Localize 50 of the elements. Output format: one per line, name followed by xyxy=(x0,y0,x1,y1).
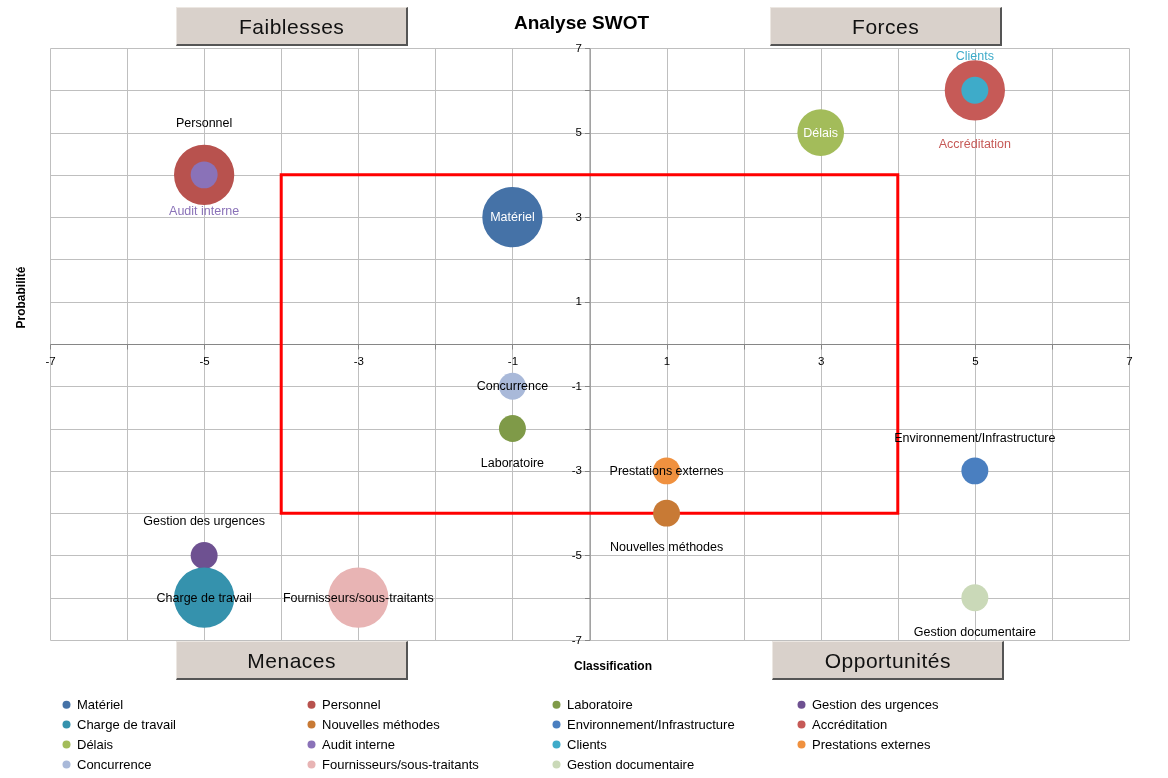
legend-label: Audit interne xyxy=(322,736,395,752)
text: Laboratoire xyxy=(480,455,545,470)
text: Nouvelles méthodes xyxy=(609,540,724,555)
x-axis-title: Classification xyxy=(573,658,653,673)
x-tick-label: -7 xyxy=(45,354,56,367)
legend-label: Environnement/Infrastructure xyxy=(567,716,735,732)
text: Opportunités xyxy=(824,648,951,673)
legend-label: Clients xyxy=(567,736,608,752)
text: Gestion des urgences xyxy=(143,514,265,529)
y-tick-label: -3 xyxy=(571,464,582,477)
text: Délais xyxy=(803,125,839,140)
text: Matériel xyxy=(490,210,535,225)
y-tick-label: 3 xyxy=(575,210,582,223)
y-axis-title: Probabilité xyxy=(13,266,28,329)
x-tick-label: 1 xyxy=(663,354,671,367)
legend-label: Concurrence xyxy=(77,756,152,772)
legend-label: Fournisseurs/sous-traitants xyxy=(322,756,480,772)
x-tick-label: -3 xyxy=(353,354,364,367)
y-tick-label: -7 xyxy=(571,633,582,646)
legend-label: Matériel xyxy=(77,696,124,712)
legend-label: Gestion des urgences xyxy=(812,696,939,712)
chart-title: Analyse SWOT xyxy=(513,12,650,33)
x-tick-label: -5 xyxy=(199,354,210,367)
text: Fournisseurs/sous-traitants xyxy=(282,590,434,605)
legend-label: Gestion documentaire xyxy=(567,756,695,772)
y-tick-label: 5 xyxy=(575,126,582,139)
x-tick-label: 5 xyxy=(972,354,979,367)
text: Faiblesses xyxy=(238,14,345,39)
text: Concurrence xyxy=(476,379,549,394)
text: Personnel xyxy=(175,115,233,130)
text: Gestion documentaire xyxy=(913,624,1037,639)
y-tick-label: 7 xyxy=(575,41,582,54)
x-tick-label: 7 xyxy=(1126,354,1133,367)
legend-label: Délais xyxy=(77,736,114,752)
text: Clients xyxy=(955,49,994,64)
x-tick-label: 3 xyxy=(818,354,825,367)
text: Accréditation xyxy=(938,137,1011,152)
y-tick-label: -1 xyxy=(571,379,582,392)
legend-label: Nouvelles méthodes xyxy=(322,716,441,732)
legend-label: Accréditation xyxy=(812,716,888,732)
legend-label: Charge de travail xyxy=(77,716,177,732)
y-tick-label: 1 xyxy=(575,295,582,308)
legend-label: Personnel xyxy=(322,696,381,712)
x-tick-label: -1 xyxy=(507,354,519,367)
y-tick-label: -5 xyxy=(571,548,582,561)
text: Menaces xyxy=(247,648,337,673)
text: Audit interne xyxy=(169,203,240,218)
legend-label: Laboratoire xyxy=(567,696,633,712)
legend-label: Prestations externes xyxy=(812,736,931,752)
text: Forces xyxy=(852,14,920,39)
